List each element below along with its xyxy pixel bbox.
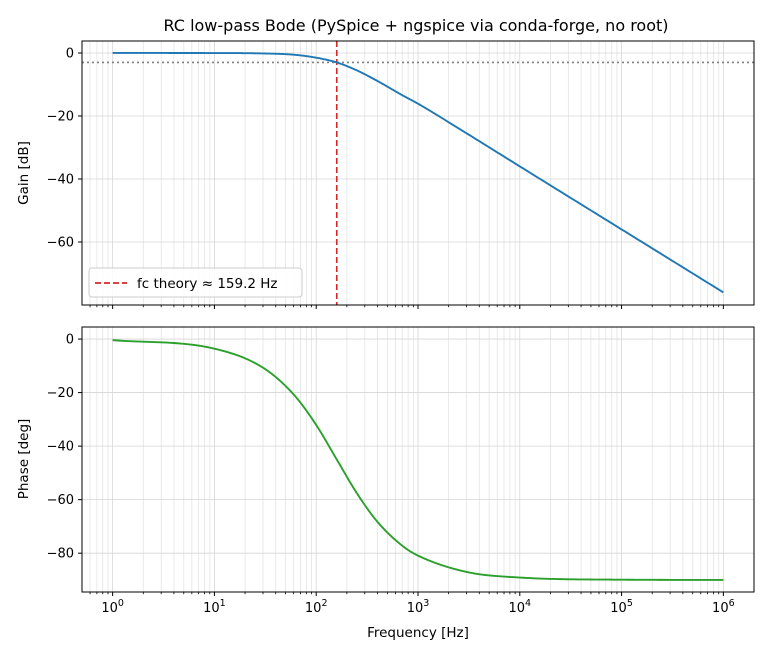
phase-curve bbox=[112, 339, 724, 581]
gain-curve bbox=[112, 52, 724, 294]
x-axis-label: Frequency [Hz] bbox=[367, 625, 469, 641]
x-tick-label: 103 bbox=[407, 598, 430, 616]
gain-y-tick-label: 0 bbox=[66, 46, 74, 61]
x-tick-labels: 100 101 102 103 104 105 106 bbox=[101, 598, 734, 616]
x-tick-label: 106 bbox=[712, 598, 735, 616]
phase-panel: 0 −20 −40 −60 −80 Phase [deg] bbox=[16, 326, 755, 596]
legend-box bbox=[88, 267, 303, 298]
phase-y-tick-label: −80 bbox=[47, 547, 74, 562]
gain-panel: 0 −20 −40 −60 Gain [dB] fc theory ≈ 159.2 H… bbox=[16, 40, 755, 309]
gain-y-tick-label: −40 bbox=[47, 172, 74, 187]
phase-y-tick-label: −60 bbox=[47, 493, 74, 508]
gain-y-tick-label: −20 bbox=[47, 109, 74, 124]
x-tick-label: 101 bbox=[203, 598, 226, 616]
gain-y-tick-label: −60 bbox=[47, 235, 74, 250]
phase-y-tick-label: −20 bbox=[47, 386, 74, 401]
x-tick-label: 104 bbox=[508, 598, 531, 616]
gain-y-axis-label: Gain [dB] bbox=[16, 141, 32, 205]
x-tick-label: 105 bbox=[610, 598, 633, 616]
phase-y-tick-label: −40 bbox=[47, 440, 74, 455]
phase-y-tick-label: 0 bbox=[66, 333, 74, 348]
phase-y-axis-label: Phase [deg] bbox=[16, 419, 32, 500]
chart-title: RC low-pass Bode (PySpice + ngspice via … bbox=[163, 16, 668, 35]
legend: fc theory ≈ 159.2 Hz bbox=[88, 267, 303, 298]
legend-label-fc: fc theory ≈ 159.2 Hz bbox=[137, 276, 278, 292]
x-tick-label: 100 bbox=[101, 598, 124, 616]
x-tick-label: 102 bbox=[305, 598, 328, 616]
